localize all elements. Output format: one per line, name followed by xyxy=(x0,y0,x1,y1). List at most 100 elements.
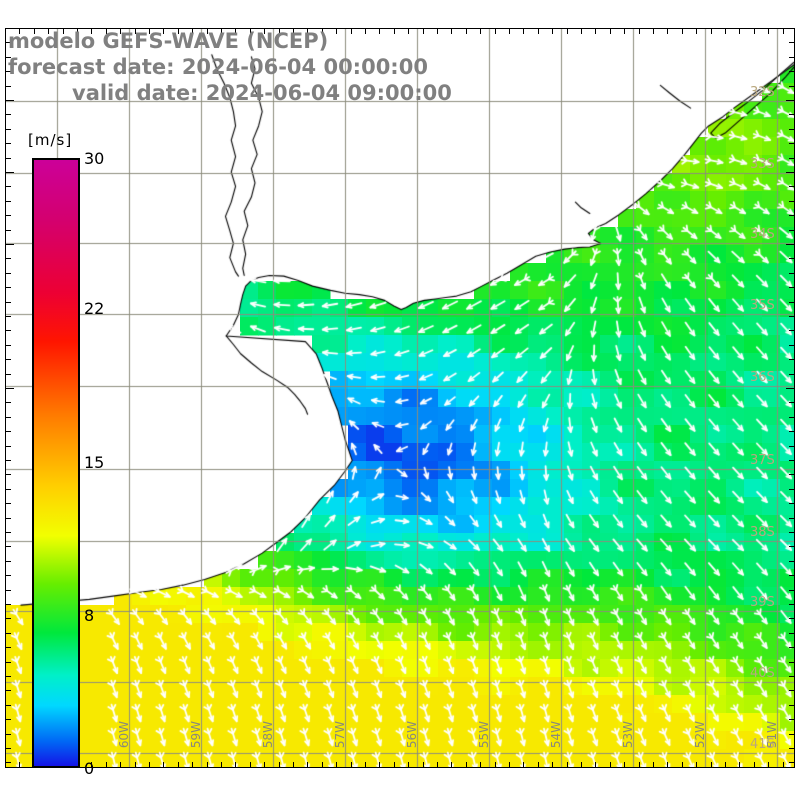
axis-tick xyxy=(567,762,568,768)
axis-tick xyxy=(5,561,11,562)
axis-tick xyxy=(5,57,11,58)
axis-tick xyxy=(5,71,11,72)
bottom-axis-ticks xyxy=(5,759,795,768)
lon-tick-59W: 59W xyxy=(189,721,203,749)
axis-tick xyxy=(293,762,294,768)
axis-tick xyxy=(5,474,11,475)
axis-tick xyxy=(394,762,395,768)
axis-tick xyxy=(5,762,11,763)
axis-tick xyxy=(5,705,11,706)
axis-tick xyxy=(192,28,193,34)
lon-tick-56W: 56W xyxy=(405,721,419,749)
axis-tick xyxy=(379,762,380,768)
axis-tick xyxy=(351,28,352,34)
axis-tick xyxy=(5,417,11,418)
axis-tick xyxy=(5,489,11,490)
colorbar-tick-0: 0 xyxy=(84,759,95,778)
axis-tick xyxy=(91,28,92,34)
axis-tick xyxy=(667,762,668,768)
axis-tick xyxy=(178,762,179,768)
axis-tick xyxy=(106,28,107,34)
axis-tick xyxy=(279,762,280,768)
axis-tick xyxy=(293,28,294,34)
forecast-date-line: forecast date: 2024-06-04 00:00:00 xyxy=(8,55,428,79)
axis-tick xyxy=(135,762,136,768)
axis-tick xyxy=(624,762,625,768)
axis-tick xyxy=(207,28,208,34)
axis-tick xyxy=(192,762,193,768)
axis-tick xyxy=(34,28,35,34)
axis-tick xyxy=(639,28,640,34)
valid-date-line: valid date: 2024-06-04 09:00:00 xyxy=(72,81,452,105)
axis-tick xyxy=(120,28,121,34)
axis-tick xyxy=(5,287,11,288)
axis-tick xyxy=(5,28,11,29)
lon-tick-53W: 53W xyxy=(621,721,635,749)
axis-tick xyxy=(595,28,596,34)
axis-tick xyxy=(5,446,11,447)
lat-tick-37S: 37S xyxy=(750,453,775,468)
lat-tick-41S: 41S xyxy=(750,737,775,752)
axis-tick xyxy=(423,762,424,768)
lat-tick-36S: 36S xyxy=(750,370,775,385)
axis-tick xyxy=(789,561,795,562)
colorbar-tick-8: 8 xyxy=(84,606,95,625)
axis-tick xyxy=(725,762,726,768)
top-axis-ticks xyxy=(5,28,795,37)
axis-tick xyxy=(789,532,795,533)
axis-tick xyxy=(595,762,596,768)
axis-tick xyxy=(696,762,697,768)
axis-tick xyxy=(552,28,553,34)
axis-tick xyxy=(789,518,795,519)
axis-tick xyxy=(682,762,683,768)
axis-tick xyxy=(789,42,795,43)
axis-tick xyxy=(408,762,409,768)
axis-tick xyxy=(235,762,236,768)
axis-tick xyxy=(789,86,795,87)
axis-tick xyxy=(178,28,179,34)
left-axis-ticks xyxy=(5,28,14,768)
axis-tick xyxy=(451,762,452,768)
axis-tick xyxy=(5,273,11,274)
axis-tick xyxy=(789,345,795,346)
axis-tick xyxy=(786,172,795,173)
axis-tick xyxy=(19,762,20,768)
axis-tick xyxy=(789,446,795,447)
lon-tick-55W: 55W xyxy=(477,721,491,749)
axis-tick xyxy=(789,474,795,475)
axis-tick xyxy=(5,359,11,360)
axis-tick xyxy=(789,503,795,504)
colorbar-tick-15: 15 xyxy=(84,453,105,472)
axis-tick xyxy=(5,244,14,245)
axis-tick xyxy=(789,158,795,159)
axis-tick xyxy=(221,28,222,34)
axis-tick xyxy=(120,762,121,768)
axis-tick xyxy=(5,201,11,202)
axis-tick xyxy=(639,762,640,768)
axis-tick xyxy=(5,503,11,504)
axis-tick xyxy=(786,244,795,245)
axis-tick xyxy=(538,762,539,768)
axis-tick xyxy=(509,762,510,768)
axis-tick xyxy=(523,762,524,768)
axis-tick xyxy=(5,690,11,691)
axis-tick xyxy=(789,287,795,288)
axis-tick xyxy=(365,28,366,34)
colorbar-tick-30: 30 xyxy=(84,149,105,168)
axis-tick xyxy=(5,734,11,735)
axis-tick xyxy=(5,258,11,259)
axis-tick xyxy=(480,28,481,34)
axis-tick xyxy=(5,230,11,231)
axis-tick xyxy=(610,28,611,34)
axis-tick xyxy=(789,273,795,274)
axis-tick xyxy=(495,762,496,768)
chart-title-block: modelo GEFS-WAVE (NCEP) forecast date: 2… xyxy=(0,28,560,106)
axis-tick xyxy=(739,28,740,34)
axis-tick xyxy=(264,762,265,768)
axis-tick xyxy=(5,388,14,389)
axis-tick xyxy=(789,215,795,216)
colorbar-unit-label: [m/s] xyxy=(28,131,73,149)
axis-tick xyxy=(739,762,740,768)
axis-tick xyxy=(696,28,697,34)
lon-tick-60W: 60W xyxy=(117,721,131,749)
